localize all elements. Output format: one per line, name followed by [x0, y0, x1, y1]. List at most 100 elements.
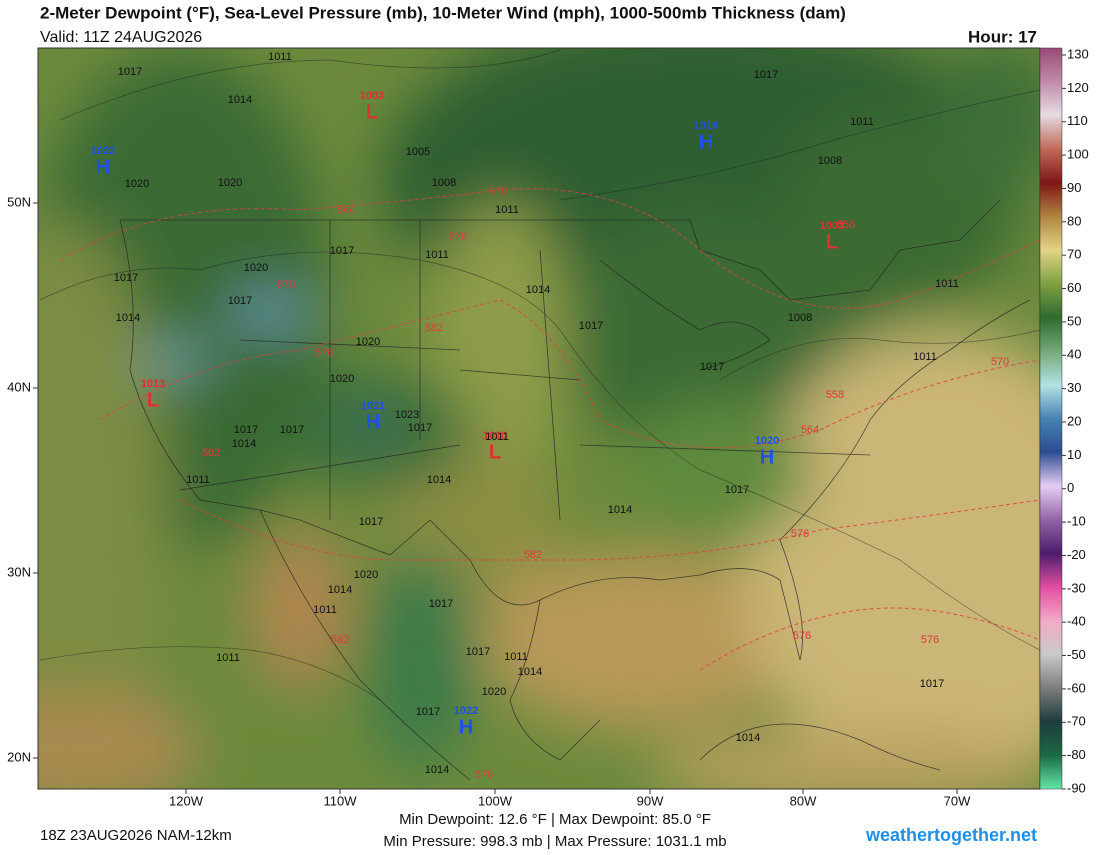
pressure-center-value: 1003 [360, 90, 384, 102]
isobar-label: 1008 [432, 177, 456, 189]
dewpoint-region [360, 416, 384, 434]
lon-label: 70W [944, 793, 971, 808]
dewpoint-region [650, 730, 1040, 789]
isobar-label: 1020 [244, 262, 268, 274]
pressure-center-letter: H [760, 446, 774, 468]
isobar-label: 1011 [935, 278, 959, 290]
thickness-label: 576 [921, 634, 939, 646]
valid-time: Valid: 11Z 24AUG2026 [40, 29, 202, 46]
colorbar-tick-label: 30 [1067, 380, 1081, 395]
isobar-label: 1017 [114, 272, 138, 284]
model-run: 18Z 23AUG2026 NAM-12km [40, 827, 232, 844]
colorbar-tick-label: 60 [1067, 280, 1081, 295]
colorbar-tick-label: 80 [1067, 213, 1081, 228]
dewpoint-region [140, 349, 210, 371]
dewpoint-region [38, 690, 200, 789]
lon-label: 90W [637, 793, 664, 808]
thickness-lines [59, 188, 1040, 671]
colorbar [1039, 47, 1063, 790]
colorbar-tick-label: -50 [1067, 647, 1086, 662]
isobar-label: 1011 [850, 116, 874, 128]
isobar-label: 1017 [330, 245, 354, 257]
thickness-label: 576 [791, 528, 809, 540]
thickness-label: 570 [489, 186, 507, 198]
isobar-label: 1017 [429, 598, 453, 610]
isobar-label: 1011 [425, 249, 449, 261]
thickness-label: 570 [277, 279, 295, 291]
isobar-label: 1017 [118, 66, 142, 78]
isobar-label: 1011 [504, 651, 528, 663]
forecast-hour: Hour: 17 [968, 27, 1037, 46]
pressure-center-letter: L [489, 441, 501, 463]
pressure-center-value: 1021 [361, 400, 385, 412]
isobar-label: 1011 [485, 431, 509, 443]
pressure-center-value: 1020 [755, 435, 779, 447]
dewpoint-region [630, 400, 810, 540]
colorbar-tick-label: -80 [1067, 747, 1086, 762]
isobar-label: 1017 [466, 646, 490, 658]
thickness-label: 558 [837, 219, 855, 231]
colorbar-tick-label: 90 [1067, 180, 1081, 195]
isobar-label: 1014 [425, 764, 449, 776]
dewpoint-region [250, 530, 350, 690]
isobar-label: 1014 [232, 438, 256, 450]
pressure-center-letter: H [96, 156, 110, 178]
isobar-label: 1011 [313, 604, 337, 616]
pressure-center-letter: H [699, 131, 713, 153]
pressure-center-value: 1013 [141, 378, 165, 390]
pressure-center-letter: H [366, 411, 380, 433]
pressure-center-letter: L [826, 231, 838, 253]
thickness-label: 576 [315, 347, 333, 359]
pressure-center-letter: H [459, 716, 473, 738]
thickness-label: 558 [826, 389, 844, 401]
dewpoint-region [940, 48, 1040, 200]
thickness-label: 564 [337, 204, 355, 216]
pressure-center-value: 1022 [454, 705, 478, 717]
colorbar-tick-label: 10 [1067, 447, 1081, 462]
isobar-label: 1014 [736, 732, 760, 744]
isobar-label: 1020 [482, 686, 506, 698]
dewpoint-region [430, 200, 570, 480]
isobar-label: 1017 [408, 422, 432, 434]
isobar-label: 1014 [518, 666, 542, 678]
thickness-label: 576 [793, 630, 811, 642]
isobar-label: 1020 [354, 569, 378, 581]
lat-label: 30N [7, 564, 31, 579]
isobar-label: 1011 [495, 204, 519, 216]
pressure-center-value: 1018 [694, 120, 718, 132]
isobar-label: 1017 [416, 706, 440, 718]
isobar-label: 1023 [395, 409, 419, 421]
colorbar-tick-label: -90 [1067, 780, 1086, 795]
colorbar-tick-label: 40 [1067, 347, 1081, 362]
isobar-label: 1011 [268, 51, 292, 63]
borders [119, 199, 1031, 781]
colorbar-tick-label: -20 [1067, 547, 1086, 562]
isobar-label: 1014 [328, 584, 352, 596]
colorbar-tick-label: -40 [1067, 614, 1086, 629]
isobar-label: 1020 [125, 178, 149, 190]
thickness-label: 576 [475, 769, 493, 781]
thickness-label: 570 [991, 356, 1009, 368]
lat-label: 20N [7, 749, 31, 764]
isobar-label: 1017 [920, 678, 944, 690]
colorbar-tick-label: -70 [1067, 714, 1086, 729]
isobar-label: 1008 [788, 312, 812, 324]
lon-label: 120W [169, 793, 204, 808]
isobar-label: 1008 [818, 155, 842, 167]
colorbar-tick-label: -60 [1067, 680, 1086, 695]
dewpoint-region [230, 299, 310, 325]
dewpoint-region [480, 550, 800, 730]
colorbar-tick-label: -30 [1067, 580, 1086, 595]
dewpoint-range: Min Dewpoint: 12.6 °F | Max Dewpoint: 85… [399, 811, 711, 828]
pressure-center-letter: L [147, 389, 159, 411]
lon-label: 110W [324, 793, 358, 808]
colorbar-tick-label: 20 [1067, 413, 1081, 428]
isobar-label: 1017 [234, 424, 258, 436]
colorbar-tick-label: 130 [1067, 46, 1089, 61]
isobar-label: 1017 [700, 361, 724, 373]
isobar-label: 1017 [280, 424, 304, 436]
colorbar-tick-label: 70 [1067, 247, 1081, 262]
thickness-label: 582 [202, 447, 220, 459]
